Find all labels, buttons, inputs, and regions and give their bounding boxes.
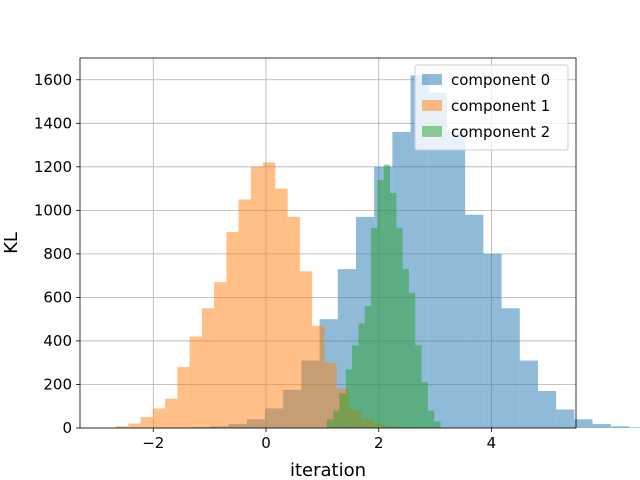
y-tick-label: 1600: [34, 71, 72, 89]
histogram-bar: [352, 345, 359, 428]
x-tick-label: 4: [487, 434, 497, 452]
legend-swatch: [422, 126, 442, 137]
histogram-bar: [116, 426, 129, 428]
histogram-bar: [519, 360, 538, 428]
legend-item: component 2: [422, 123, 550, 141]
legend: component 0 component 1 component 2: [414, 64, 569, 151]
series-1-bars: [116, 162, 398, 428]
histogram-bar: [446, 132, 466, 428]
histogram-bar: [275, 188, 288, 428]
histogram-bar: [201, 308, 215, 428]
histogram-bar: [140, 417, 153, 428]
histogram-bar: [377, 179, 384, 428]
y-tick-label: 1000: [34, 201, 72, 219]
histogram-bar: [339, 393, 346, 428]
histogram-bar: [364, 306, 372, 428]
histogram-bar: [592, 424, 611, 428]
histogram-bars: [116, 75, 640, 428]
x-axis-label: iteration: [290, 460, 366, 480]
y-tick-label: 1400: [34, 114, 72, 132]
y-axis-label: KL: [1, 232, 22, 254]
legend-label: component 2: [451, 123, 550, 141]
series-2-bars: [326, 164, 441, 428]
legend-box: [414, 64, 569, 151]
histogram-bar: [610, 426, 629, 428]
x-axis-ticks: −2 0 2 4: [142, 428, 496, 452]
histogram-bar: [537, 391, 557, 428]
legend-label: component 1: [451, 97, 550, 115]
histogram-bar: [250, 166, 264, 428]
histogram-bar: [299, 271, 313, 428]
histogram-bar: [383, 164, 390, 428]
histogram-bar: [415, 345, 422, 428]
histogram-bar: [189, 336, 202, 428]
histogram-bar: [483, 253, 502, 428]
y-tick-label: 1200: [34, 158, 72, 176]
histogram-bar: [165, 398, 178, 428]
x-tick-label: 0: [261, 434, 271, 452]
histogram-bar: [238, 199, 251, 428]
histogram-bar: [263, 162, 276, 428]
legend-swatch: [422, 74, 442, 85]
legend-swatch: [422, 100, 442, 111]
histogram-bar: [421, 382, 428, 428]
y-tick-label: 600: [43, 288, 72, 306]
histogram-bar: [628, 427, 640, 428]
histogram-bar: [345, 369, 353, 428]
legend-item: component 0: [422, 71, 550, 89]
histogram-bar: [226, 232, 239, 428]
histogram-bar: [358, 323, 365, 428]
histogram-bar: [326, 419, 334, 428]
histogram-bar: [427, 410, 435, 428]
legend-item: component 1: [422, 97, 550, 115]
histogram-bar: [177, 367, 190, 428]
y-tick-label: 800: [43, 245, 72, 263]
histogram-bar: [287, 216, 300, 428]
y-tick-label: 400: [43, 332, 72, 350]
histogram-bar: [408, 293, 416, 428]
y-tick-label: 0: [62, 419, 72, 437]
histogram-bar: [390, 192, 397, 428]
histogram-bar: [465, 214, 484, 428]
x-tick-label: −2: [142, 434, 164, 452]
histogram-bar: [501, 308, 520, 428]
histogram-bar: [371, 227, 378, 428]
histogram-bar: [214, 282, 227, 428]
histogram-bar: [402, 269, 409, 428]
histogram-bar: [152, 408, 166, 428]
histogram-bar: [312, 325, 325, 428]
histogram-bar: [396, 227, 403, 428]
y-axis-ticks: 0 200 400 600 800 1000 1200 1400 1600: [34, 71, 80, 437]
histogram-bar: [574, 419, 593, 428]
plot-frame: [79, 57, 577, 429]
legend-label: component 0: [451, 71, 550, 89]
histogram-bar: [333, 410, 340, 428]
histogram-bar: [428, 92, 447, 428]
histogram-bar: [128, 423, 141, 428]
y-tick-label: 200: [43, 375, 72, 393]
histogram-bar: [556, 409, 575, 428]
x-tick-label: 2: [374, 434, 384, 452]
histogram-bar: [434, 421, 441, 428]
